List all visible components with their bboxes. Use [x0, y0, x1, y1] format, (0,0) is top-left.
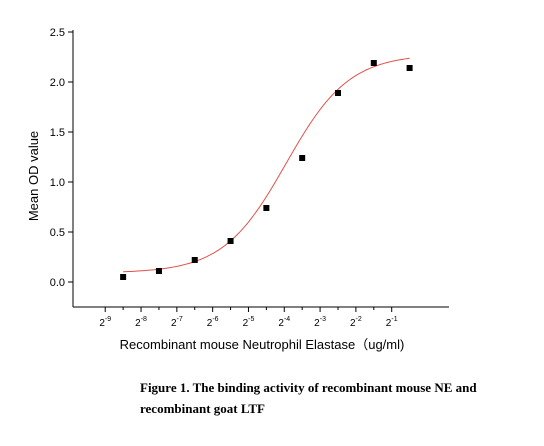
x-tick-label: 2-7	[171, 316, 183, 329]
x-tick-label: 2-9	[99, 316, 111, 329]
y-axis-label: Mean OD value	[26, 131, 41, 221]
data-point	[227, 238, 234, 244]
y-tick-label: 0.0	[50, 277, 65, 289]
data-point	[191, 257, 198, 263]
y-tick-label: 2.5	[50, 27, 65, 39]
data-point	[120, 274, 127, 280]
y-axis-ticks: 0.0 0.5 1.0 1.5 2.0 2.5	[50, 27, 73, 289]
x-tick-label: 2-4	[278, 316, 290, 329]
data-points	[120, 60, 413, 280]
data-point	[406, 65, 413, 71]
y-tick-label: 0.5	[50, 227, 65, 239]
x-tick-label: 2-2	[350, 316, 362, 329]
x-tick-label: 2-8	[135, 316, 147, 329]
caption-line-2: recombinant goat LTF	[140, 401, 265, 416]
data-point	[299, 155, 306, 161]
x-axis-label: Recombinant mouse Neutrophil Elastase（ug…	[120, 337, 405, 352]
axes	[72, 30, 449, 308]
y-tick-label: 2.0	[50, 77, 65, 89]
x-tick-label: 2-1	[386, 316, 398, 329]
y-tick-label: 1.5	[50, 127, 65, 139]
fit-curve	[123, 57, 410, 273]
x-tick-label: 2-5	[243, 316, 255, 329]
x-tick-label: 2-3	[314, 316, 326, 329]
data-point	[155, 268, 162, 274]
data-point	[263, 205, 270, 211]
caption-line-1: Figure 1. The binding activity of recomb…	[140, 380, 477, 395]
figure-caption: Figure 1. The binding activity of recomb…	[140, 377, 530, 419]
data-point	[370, 60, 377, 66]
x-tick-label: 2-6	[207, 316, 219, 329]
data-point	[334, 90, 341, 96]
y-tick-label: 1.0	[50, 177, 65, 189]
x-axis-ticks: 2-9 2-8 2-7 2-6 2-5 2-4 2-3 2-2 2-1	[99, 307, 398, 329]
